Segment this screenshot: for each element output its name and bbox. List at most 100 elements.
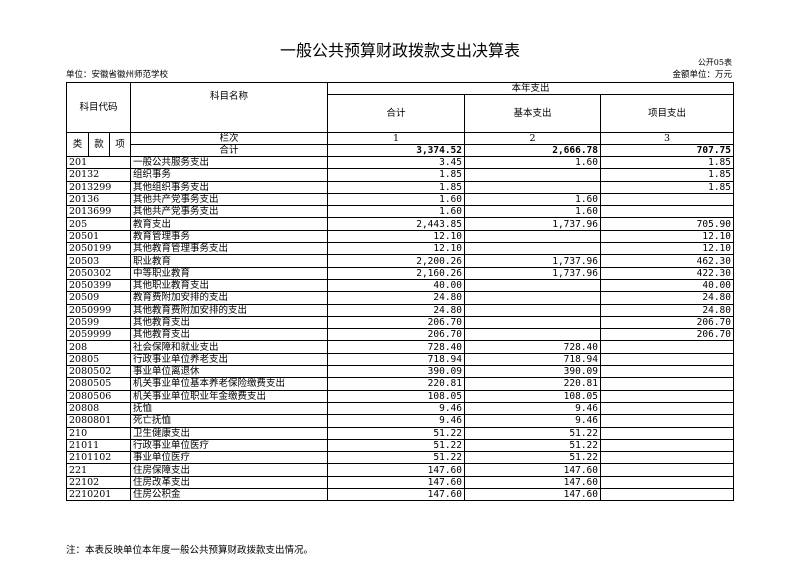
- sum-basic: 2,666.78: [464, 144, 601, 157]
- cell-code: 20808: [66, 401, 131, 416]
- cell-name: 社会保障和就业支出: [130, 340, 328, 354]
- cell-basic: [464, 303, 601, 317]
- cell-basic: 147.60: [464, 463, 601, 477]
- cell-project: [600, 192, 734, 207]
- cell-basic: 1,737.96: [464, 266, 601, 280]
- cell-project: [600, 389, 734, 403]
- cell-total: 1.60: [327, 192, 465, 207]
- table-row: 2013699 其他共产党事务支出 1.60 1.60: [66, 205, 734, 219]
- cell-project: [600, 438, 734, 453]
- table-row: 2080502 事业单位离退休 390.09 390.09: [66, 365, 734, 379]
- cell-project: 422.30: [600, 266, 734, 280]
- cell-basic: 9.46: [464, 414, 601, 428]
- cell-basic: 1,737.96: [464, 217, 601, 231]
- cell-project: 12.10: [600, 229, 734, 244]
- cell-total: 40.00: [327, 278, 465, 293]
- cell-code: 2059999: [66, 328, 131, 342]
- cell-code: 2080505: [66, 377, 131, 391]
- cell-name: 教育支出: [130, 217, 328, 231]
- cell-code: 2013699: [66, 205, 131, 219]
- header-project: 项目支出: [600, 94, 734, 133]
- table-row: 20509 教育费附加安排的支出 24.80 24.80: [66, 291, 734, 305]
- cell-project: [600, 365, 734, 379]
- cell-total: 24.80: [327, 303, 465, 317]
- cell-code: 2050399: [66, 278, 131, 293]
- cell-basic: [464, 291, 601, 305]
- table-row: 205 教育支出 2,443.85 1,737.96 705.90: [66, 217, 734, 231]
- table-row: 20501 教育管理事务 12.10 12.10: [66, 229, 734, 244]
- cell-project: [600, 475, 734, 490]
- cell-name: 住房改革支出: [130, 475, 328, 490]
- cell-project: 24.80: [600, 303, 734, 317]
- cell-total: 147.60: [327, 488, 465, 502]
- cell-name: 教育管理事务: [130, 229, 328, 244]
- cell-name: 其他共产党事务支出: [130, 205, 328, 219]
- table-row: 22102 住房改革支出 147.60 147.60: [66, 475, 734, 490]
- cell-total: 147.60: [327, 475, 465, 490]
- header-code: 科目代码: [66, 82, 131, 133]
- table-row: 2210201 住房公积金 147.60 147.60: [66, 488, 734, 502]
- cell-basic: 718.94: [464, 352, 601, 367]
- cell-code: 2050999: [66, 303, 131, 317]
- cell-code: 2080506: [66, 389, 131, 403]
- cell-project: 12.10: [600, 242, 734, 256]
- cell-basic: 220.81: [464, 377, 601, 391]
- cell-project: [600, 451, 734, 465]
- cell-code: 20136: [66, 192, 131, 207]
- cell-name: 一般公共服务支出: [130, 155, 328, 170]
- cell-basic: 1.60: [464, 155, 601, 170]
- table-row: 2050302 中等职业教育 2,160.26 1,737.96 422.30: [66, 266, 734, 280]
- cell-code: 2080801: [66, 414, 131, 428]
- cell-name: 行政事业单位医疗: [130, 438, 328, 453]
- cell-total: 390.09: [327, 365, 465, 379]
- cell-basic: 1.60: [464, 192, 601, 207]
- cell-name: 住房公积金: [130, 488, 328, 502]
- cell-name: 其他共产党事务支出: [130, 192, 328, 207]
- cell-basic: 728.40: [464, 340, 601, 354]
- header-this-year: 本年支出: [327, 82, 734, 95]
- cell-project: [600, 377, 734, 391]
- cell-name: 其他教育费附加安排的支出: [130, 303, 328, 317]
- cell-name: 抚恤: [130, 401, 328, 416]
- cell-basic: 390.09: [464, 365, 601, 379]
- cell-basic: [464, 242, 601, 256]
- cell-code: 2210201: [66, 488, 131, 502]
- cell-basic: 108.05: [464, 389, 601, 403]
- cell-basic: [464, 229, 601, 244]
- table-row: 2101102 事业单位医疗 51.22 51.22: [66, 451, 734, 465]
- cell-code: 221: [66, 463, 131, 477]
- cell-code: 208: [66, 340, 131, 354]
- footnote: 注：本表反映单位本年度一般公共预算财政拨款支出情况。: [66, 545, 314, 556]
- table-row: 210 卫生健康支出 51.22 51.22: [66, 426, 734, 440]
- cell-code: 2080502: [66, 365, 131, 379]
- table-row: 20132 组织事务 1.85 1.85: [66, 168, 734, 182]
- col-number-1: 1: [327, 132, 465, 145]
- cell-name: 机关事业单位基本养老保险缴费支出: [130, 377, 328, 391]
- cell-code: 2013299: [66, 180, 131, 194]
- cell-total: 3.45: [327, 155, 465, 170]
- cell-total: 9.46: [327, 414, 465, 428]
- cell-total: 2,160.26: [327, 266, 465, 280]
- cell-project: 24.80: [600, 291, 734, 305]
- table-row: 208 社会保障和就业支出 728.40 728.40: [66, 340, 734, 354]
- expenditure-table: 科目代码 科目名称 本年支出 合计 基本支出 项目支出 类 款 项 栏次 1 2…: [66, 82, 734, 502]
- cell-code: 22102: [66, 475, 131, 490]
- cell-basic: 9.46: [464, 401, 601, 416]
- money-unit-label: 金额单位：万元: [672, 70, 732, 80]
- table-row: 2050199 其他教育管理事务支出 12.10 12.10: [66, 242, 734, 256]
- cell-basic: 147.60: [464, 475, 601, 490]
- cell-project: [600, 414, 734, 428]
- cell-project: 705.90: [600, 217, 734, 231]
- cell-total: 12.10: [327, 229, 465, 244]
- table-row: 20599 其他教育支出 206.70 206.70: [66, 315, 734, 330]
- cell-total: 9.46: [327, 401, 465, 416]
- cell-name: 其他教育支出: [130, 315, 328, 330]
- cell-total: 24.80: [327, 291, 465, 305]
- cell-basic: [464, 328, 601, 342]
- table-row: 201 一般公共服务支出 3.45 1.60 1.85: [66, 155, 734, 170]
- cell-basic: 147.60: [464, 488, 601, 502]
- cell-basic: 51.22: [464, 451, 601, 465]
- cell-total: 1.60: [327, 205, 465, 219]
- cell-total: 51.22: [327, 438, 465, 453]
- cell-project: 1.85: [600, 168, 734, 182]
